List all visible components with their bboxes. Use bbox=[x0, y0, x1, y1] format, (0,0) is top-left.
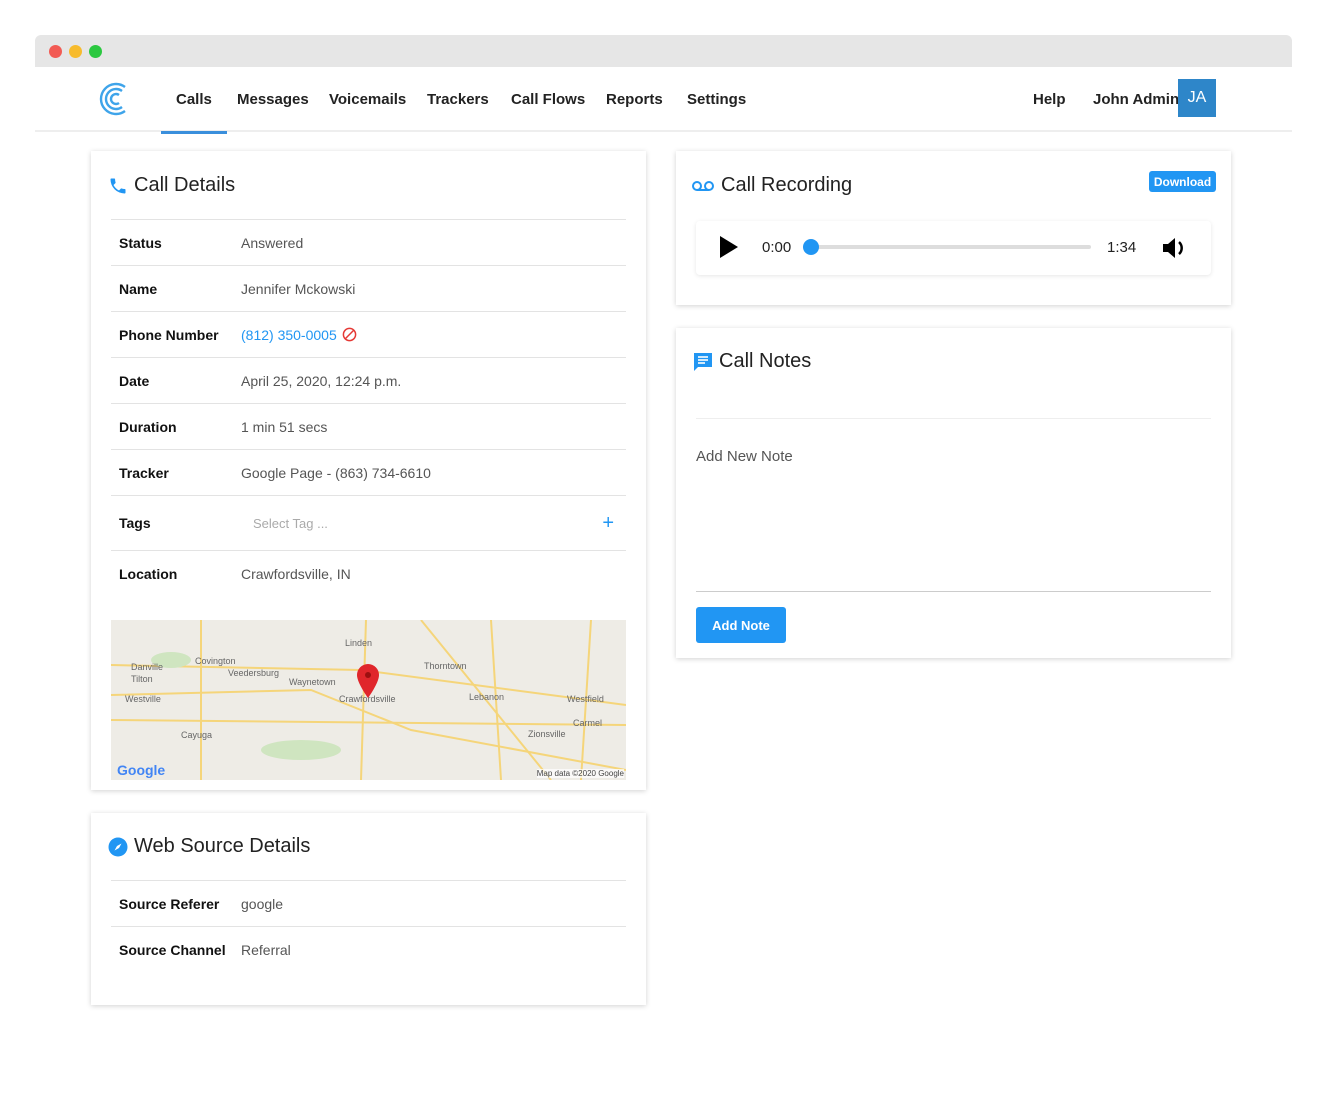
phone-link[interactable]: (812) 350-0005 bbox=[241, 326, 337, 343]
row-label: Phone Number bbox=[119, 326, 219, 343]
compass-icon bbox=[108, 837, 128, 856]
detail-row-name: Name Jennifer Mckowski bbox=[111, 265, 626, 311]
row-label: Date bbox=[119, 372, 150, 389]
row-label: Status bbox=[119, 234, 162, 251]
row-value: google bbox=[241, 895, 284, 912]
row-value: Referral bbox=[241, 941, 291, 958]
source-row-referer: Source Referer google bbox=[111, 880, 626, 926]
row-label: Source Channel bbox=[119, 941, 226, 958]
row-label: Location bbox=[119, 565, 178, 582]
avatar[interactable]: JA bbox=[1178, 79, 1216, 117]
map-label: Tilton bbox=[131, 674, 153, 684]
row-value: Crawfordsville, IN bbox=[241, 565, 351, 582]
current-time: 0:00 bbox=[762, 239, 792, 256]
nav-settings[interactable]: Settings bbox=[687, 91, 747, 108]
call-recording-card: Call Recording Download 0:00 1:34 bbox=[676, 151, 1231, 305]
detail-row-duration: Duration 1 min 51 secs bbox=[111, 403, 626, 449]
volume-icon[interactable] bbox=[1162, 236, 1188, 260]
seek-thumb[interactable] bbox=[803, 239, 819, 255]
voicemail-icon bbox=[692, 180, 714, 191]
minimize-window-button[interactable] bbox=[69, 45, 82, 58]
add-tag-icon[interactable]: + bbox=[602, 511, 614, 534]
map-label: Covington bbox=[195, 656, 236, 666]
nav-voicemails[interactable]: Voicemails bbox=[329, 91, 407, 108]
detail-row-status: Status Answered bbox=[111, 219, 626, 265]
detail-row-phone: Phone Number (812) 350-0005 bbox=[111, 311, 626, 357]
source-row-channel: Source Channel Referral bbox=[111, 926, 626, 972]
map-label: Thorntown bbox=[424, 661, 467, 671]
add-note-button[interactable]: Add Note bbox=[696, 607, 786, 643]
map-label: Waynetown bbox=[289, 677, 336, 687]
row-label: Tracker bbox=[119, 464, 169, 481]
nav-call-flows[interactable]: Call Flows bbox=[511, 91, 586, 108]
logo-icon[interactable] bbox=[95, 81, 129, 117]
notes-icon bbox=[694, 352, 712, 371]
card-title: Call Recording bbox=[721, 174, 853, 196]
nav-reports[interactable]: Reports bbox=[606, 91, 663, 108]
download-button[interactable]: Download bbox=[1149, 171, 1216, 192]
map-label: Westfield bbox=[567, 694, 604, 704]
title-bar bbox=[35, 35, 1292, 67]
map-label: Veedersburg bbox=[228, 668, 280, 678]
close-window-button[interactable] bbox=[49, 45, 62, 58]
note-textarea[interactable]: Add New Note bbox=[696, 438, 1211, 592]
nav-calls[interactable]: Calls bbox=[161, 91, 227, 134]
map-label: Crawfordsville bbox=[339, 694, 396, 704]
row-value: Jennifer Mckowski bbox=[241, 280, 356, 297]
call-details-card: Call Details Status Answered Name Jennifer… bbox=[91, 151, 646, 790]
map-roads bbox=[111, 620, 626, 780]
map-label: Danville bbox=[131, 662, 164, 672]
play-icon[interactable] bbox=[719, 236, 739, 258]
card-title: Call Details bbox=[134, 174, 236, 196]
row-label: Source Referer bbox=[119, 895, 220, 912]
web-source-card: Web Source Details Source Referer google … bbox=[91, 813, 646, 1005]
google-logo: Google bbox=[117, 762, 166, 778]
detail-row-location: Location Crawfordsville, IN bbox=[111, 550, 626, 596]
row-value: Answered bbox=[241, 234, 304, 251]
detail-row-tracker: Tracker Google Page - (863) 734-6610 bbox=[111, 449, 626, 495]
row-label: Duration bbox=[119, 418, 177, 435]
location-map[interactable]: Linden Covington Danville Tilton Veeders… bbox=[111, 620, 626, 780]
nav-help[interactable]: Help bbox=[1033, 91, 1066, 108]
map-label: Lebanon bbox=[469, 692, 505, 702]
map-label: Linden bbox=[345, 638, 373, 648]
map-attribution: Map data ©2020 Google bbox=[536, 769, 624, 778]
map-label: Cayuga bbox=[181, 730, 213, 740]
row-label: Tags bbox=[119, 515, 151, 531]
map-label: Carmel bbox=[573, 718, 603, 728]
row-value: Google Page - (863) 734-6610 bbox=[241, 464, 431, 481]
card-title: Call Notes bbox=[719, 350, 812, 372]
audio-player: 0:00 1:34 bbox=[696, 221, 1211, 275]
call-notes-card: Call Notes Add New Note Add Note bbox=[676, 328, 1231, 658]
phone-icon bbox=[110, 178, 126, 193]
tag-select[interactable]: Select Tag ... bbox=[253, 515, 328, 531]
maximize-window-button[interactable] bbox=[89, 45, 102, 58]
nav-messages[interactable]: Messages bbox=[237, 91, 309, 108]
top-nav: Calls Messages Voicemails Trackers Call … bbox=[35, 67, 1292, 134]
card-title: Web Source Details bbox=[134, 835, 311, 857]
nav-trackers[interactable]: Trackers bbox=[427, 91, 489, 108]
map-label: Westville bbox=[125, 694, 161, 704]
block-number-icon[interactable] bbox=[342, 327, 357, 342]
row-label: Name bbox=[119, 280, 158, 297]
row-value: April 25, 2020, 12:24 p.m. bbox=[241, 372, 402, 389]
total-time: 1:34 bbox=[1107, 239, 1137, 256]
user-menu[interactable]: John Admin bbox=[1093, 91, 1180, 108]
map-pin-icon[interactable] bbox=[357, 664, 379, 698]
row-value: 1 min 51 secs bbox=[241, 418, 328, 435]
detail-row-tags: Tags Select Tag ... + bbox=[111, 495, 626, 550]
seek-bar[interactable] bbox=[803, 239, 1091, 255]
detail-row-date: Date April 25, 2020, 12:24 p.m. bbox=[111, 357, 626, 403]
map-label: Zionsville bbox=[528, 729, 566, 739]
